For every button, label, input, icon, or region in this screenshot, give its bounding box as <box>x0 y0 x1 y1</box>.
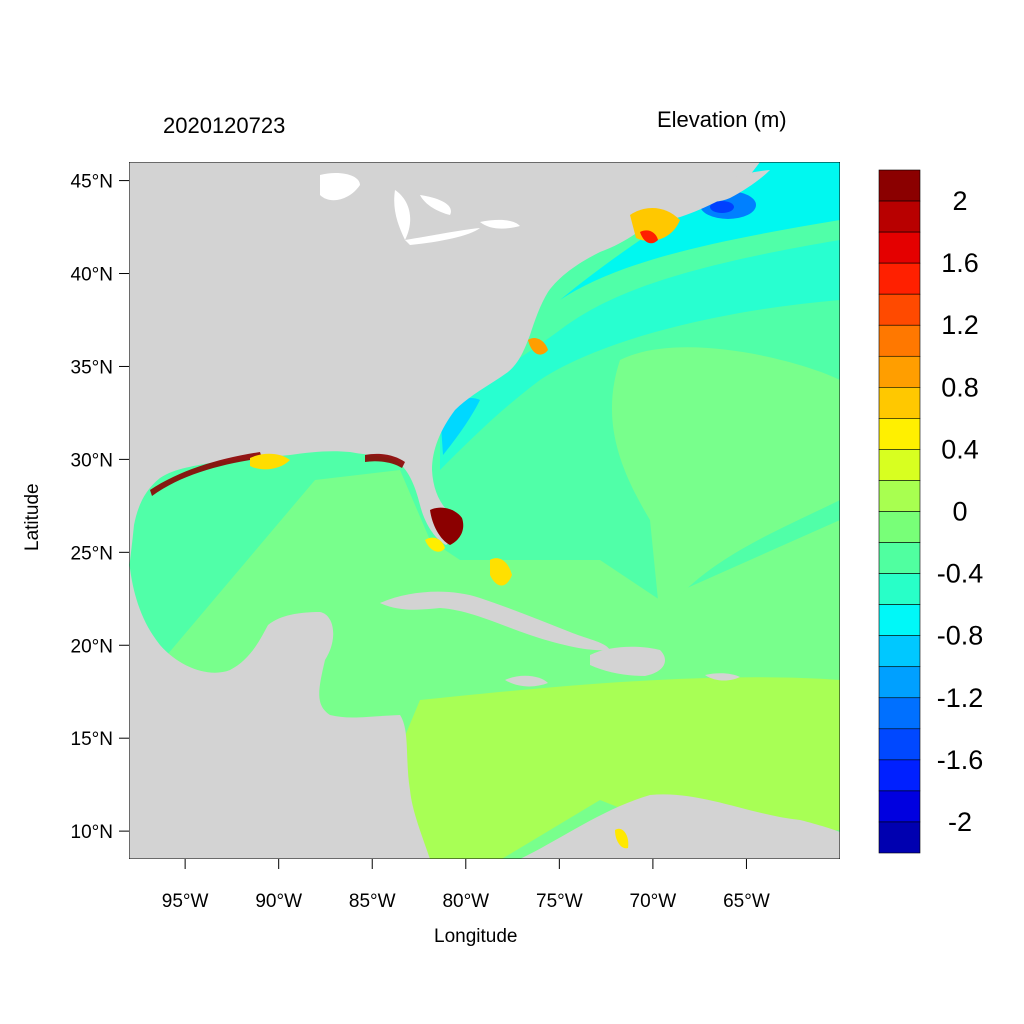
colorbar-swatch <box>878 573 921 605</box>
colorbar-label: -2 <box>948 807 972 837</box>
colorbar-swatch <box>878 262 921 295</box>
y-tick-label: 35°N <box>71 357 113 378</box>
y-tick-label: 30°N <box>71 450 113 471</box>
colorbar-swatch <box>878 387 921 419</box>
colorbar-swatch <box>878 324 921 357</box>
date-label: 2020120723 <box>163 113 286 138</box>
us-east-coast-field <box>440 240 840 470</box>
florida-keys-high <box>425 537 445 552</box>
colorbar-swatch <box>878 418 921 450</box>
colorbar-swatch <box>878 790 921 823</box>
bahamas-high <box>490 558 512 586</box>
colorbar-swatch <box>878 200 921 233</box>
colorbar-label: 0.8 <box>941 372 979 402</box>
hatteras-high <box>528 338 548 355</box>
colorbar-label: -1.6 <box>937 745 984 775</box>
colorbar-swatch <box>878 759 921 792</box>
colorbar-swatch <box>878 604 921 636</box>
x-tick-label: 70°W <box>630 891 677 912</box>
great-lakes <box>320 173 520 245</box>
mexico-land <box>129 560 430 859</box>
x-tick-label: 85°W <box>349 891 396 912</box>
gulf-coast-surge <box>150 452 405 496</box>
colorbar-swatch <box>878 449 921 481</box>
y-tick-label: 25°N <box>71 543 113 564</box>
colorbar-label: -1.2 <box>937 683 984 713</box>
colorbar-swatch <box>878 169 921 202</box>
colorbar-label: -0.4 <box>937 559 984 589</box>
colorbar-label: 1.2 <box>941 310 979 340</box>
hispaniola-land <box>590 646 665 676</box>
nova-scotia-land <box>700 170 770 202</box>
x-tick-label: 95°W <box>162 891 209 912</box>
north-america-land <box>129 162 760 570</box>
colorbar-label: 0 <box>952 497 967 527</box>
cape-cod-surge <box>640 230 658 244</box>
y-tick-label: 15°N <box>71 729 113 750</box>
y-tick-label: 45°N <box>71 172 113 193</box>
colorbar-swatch <box>878 697 921 730</box>
south-america-land <box>520 794 840 859</box>
atlantic-zero-field <box>611 347 840 620</box>
x-axis-ticks: 95°W 90°W 85°W 80°W 75°W 70°W 65°W <box>162 859 770 912</box>
colorbar-swatch <box>878 666 921 699</box>
mississippi-delta-high <box>250 453 290 470</box>
northeast-shelf-field <box>560 162 840 300</box>
venezuela-high <box>615 828 629 849</box>
x-tick-label: 65°W <box>723 891 770 912</box>
colorbar-swatch <box>878 293 921 326</box>
x-tick-label: 90°W <box>255 891 302 912</box>
colorbar-swatch <box>878 821 921 854</box>
colorbar-swatch <box>878 355 921 388</box>
x-tick-label: 75°W <box>536 891 583 912</box>
colorbar-label: 1.6 <box>941 248 979 278</box>
map-panel <box>129 162 840 859</box>
colorbar-swatch <box>878 728 921 761</box>
y-tick-label: 40°N <box>71 265 113 286</box>
colorbar-swatch <box>878 635 921 668</box>
x-tick-label: 80°W <box>442 891 489 912</box>
cuba-land <box>380 591 610 651</box>
plot-title: Elevation (m) <box>657 107 787 132</box>
colorbar-label: 2 <box>952 186 967 216</box>
colorbar-label: 0.4 <box>941 434 979 464</box>
colorbar-label: -0.8 <box>937 621 984 651</box>
y-tick-label: 10°N <box>71 822 113 843</box>
colorbar-swatch <box>878 231 921 264</box>
colorbar-swatch <box>878 480 921 512</box>
florida-surge <box>430 507 464 545</box>
puerto-rico-land <box>705 673 740 681</box>
x-axis-label: Longitude <box>434 926 518 947</box>
colorbar-swatch <box>878 511 921 543</box>
y-axis-ticks: 45°N 40°N 35°N 30°N 25°N 20°N 15°N 10°N <box>71 172 129 843</box>
colorbar-swatch <box>878 542 921 574</box>
colorbar: 2 1.6 1.2 0.8 0.4 0 -0.4 -0.8 -1.2 -1.6 -2 <box>878 169 984 854</box>
y-tick-label: 20°N <box>71 636 113 657</box>
gulf-of-maine-low-core <box>710 201 734 213</box>
jamaica-land <box>505 675 548 687</box>
